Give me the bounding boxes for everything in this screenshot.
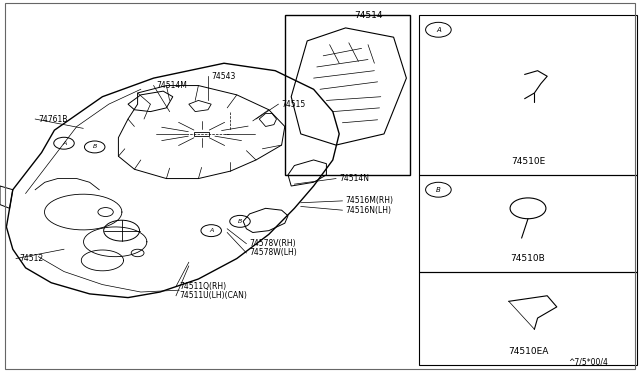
Text: B: B bbox=[93, 144, 97, 150]
Text: 74516M(RH): 74516M(RH) bbox=[346, 196, 394, 205]
Text: 74514N: 74514N bbox=[339, 174, 369, 183]
Text: 74514M: 74514M bbox=[157, 81, 188, 90]
Text: 74510E: 74510E bbox=[511, 157, 545, 166]
Text: 74515: 74515 bbox=[282, 100, 306, 109]
Text: ^7/5*00/4: ^7/5*00/4 bbox=[568, 357, 608, 366]
Text: 74511Q(RH): 74511Q(RH) bbox=[179, 282, 227, 291]
Text: 74514: 74514 bbox=[354, 12, 382, 20]
Bar bbox=[419, 15, 637, 175]
Bar bbox=[285, 15, 410, 175]
Bar bbox=[419, 175, 637, 272]
Bar bbox=[419, 272, 637, 365]
Text: A: A bbox=[436, 27, 441, 33]
Text: B: B bbox=[436, 187, 441, 193]
Text: 74510EA: 74510EA bbox=[508, 347, 548, 356]
Text: 74510B: 74510B bbox=[511, 254, 545, 263]
Text: 74578V(RH): 74578V(RH) bbox=[250, 239, 296, 248]
Text: 74511U(LH)(CAN): 74511U(LH)(CAN) bbox=[179, 291, 247, 300]
Text: B: B bbox=[238, 219, 242, 224]
Text: A: A bbox=[62, 141, 66, 146]
Text: 74761B: 74761B bbox=[38, 115, 68, 124]
Text: A: A bbox=[209, 228, 213, 233]
Text: 74512: 74512 bbox=[19, 254, 44, 263]
Text: 74516N(LH): 74516N(LH) bbox=[346, 206, 392, 215]
Text: 74578W(LH): 74578W(LH) bbox=[250, 248, 298, 257]
Text: 74543: 74543 bbox=[211, 72, 236, 81]
